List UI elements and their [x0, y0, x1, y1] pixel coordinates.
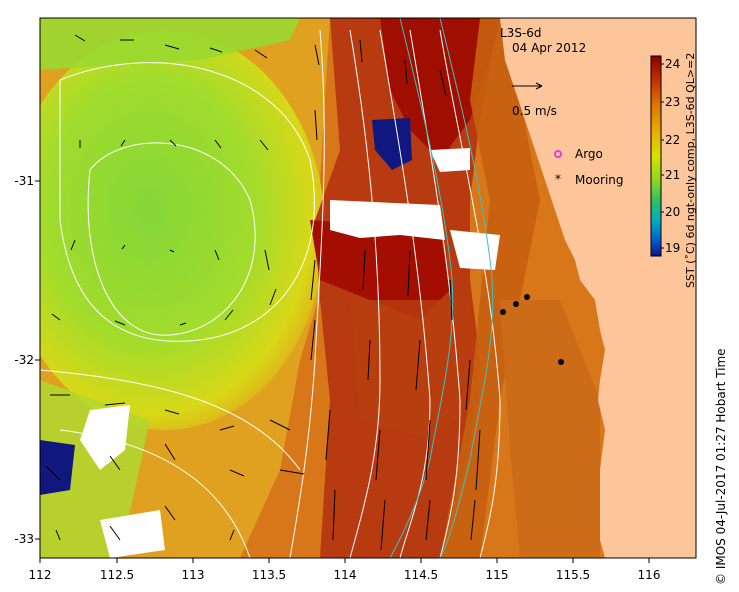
- missing-data: [100, 510, 165, 558]
- scale-arrow: [512, 82, 543, 90]
- y-tick-label: -33: [14, 532, 34, 546]
- x-tick-label: 114.5: [403, 568, 439, 582]
- x-tick-label: 113: [181, 568, 205, 582]
- warm-core-mid: [310, 220, 450, 320]
- colorbar-tick-label: 19: [665, 241, 681, 255]
- cold-patch: [40, 440, 75, 495]
- x-tick-marks: [39, 558, 650, 563]
- cold-patch: [372, 118, 412, 170]
- x-tick-label: 112.5: [99, 568, 135, 582]
- argo-marker: [554, 150, 562, 158]
- y-tick-label: -32: [14, 353, 34, 367]
- colorbar: [650, 55, 662, 257]
- credit-text: © IMOS 04-Jul-2017 01:27 Hobart Time: [714, 348, 728, 585]
- x-tick-label: 114: [333, 568, 357, 582]
- sst-field: [40, 18, 696, 558]
- green-pool: [40, 30, 325, 430]
- shelf-contours: [389, 18, 494, 558]
- colorbar-title: SST (˚C) 6d ngt-only comp, L3S-6d QL>=2: [684, 52, 697, 288]
- scale-label: 0.5 m/s: [512, 104, 557, 118]
- colorbar-tick-label: 21: [665, 168, 681, 182]
- y-tick-marks: [35, 180, 40, 540]
- x-tick-label: 115.5: [555, 568, 591, 582]
- plot-frame: [39, 17, 697, 559]
- mooring-markers: [500, 294, 564, 365]
- x-tick-label: 115: [485, 568, 509, 582]
- product-label: L3S-6d: [500, 26, 542, 40]
- missing-data: [80, 405, 130, 470]
- y-tick-label: -31: [14, 174, 34, 188]
- colorbar-tick-label: 20: [665, 205, 681, 219]
- colorbar-tick-label: 24: [665, 57, 681, 71]
- x-tick-label: 116: [637, 568, 661, 582]
- date-label: 04 Apr 2012: [512, 41, 587, 55]
- colorbar-ticks: [661, 63, 664, 249]
- x-tick-label: 113.5: [251, 568, 287, 582]
- missing-data: [330, 200, 445, 240]
- current-vectors: [45, 34, 481, 551]
- argo-label: Argo: [575, 147, 603, 161]
- mooring-label: Mooring: [575, 173, 624, 187]
- x-tick-label: 112: [28, 568, 52, 582]
- missing-data: [430, 148, 470, 172]
- land-australia: [500, 18, 696, 558]
- colorbar-tick-label: 23: [665, 95, 681, 109]
- colorbar-tick-label: 22: [665, 133, 681, 147]
- mooring-marker: *: [555, 172, 561, 186]
- isobaths: [40, 29, 501, 558]
